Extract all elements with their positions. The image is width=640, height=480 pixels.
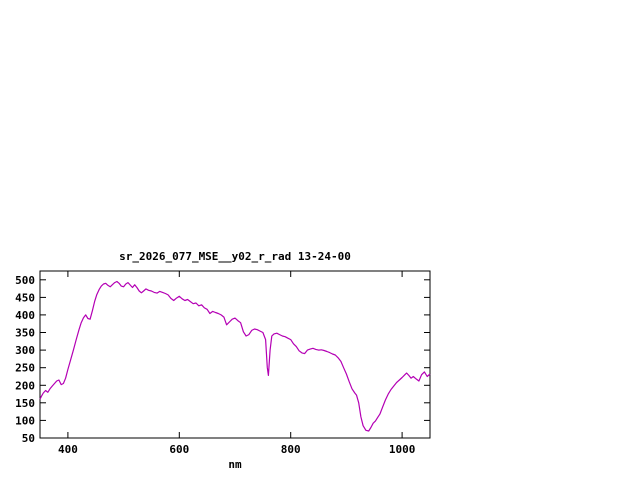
svg-text:600: 600 (169, 443, 189, 456)
svg-text:250: 250 (15, 362, 35, 375)
svg-text:500: 500 (15, 274, 35, 287)
svg-text:50: 50 (22, 432, 35, 445)
svg-text:450: 450 (15, 291, 35, 304)
svg-text:800: 800 (281, 443, 301, 456)
svg-text:150: 150 (15, 397, 35, 410)
chart-title: sr_2026_077_MSE__y02_r_rad 13-24-00 (119, 250, 351, 263)
svg-text:200: 200 (15, 379, 35, 392)
svg-text:300: 300 (15, 344, 35, 357)
svg-text:400: 400 (15, 309, 35, 322)
svg-text:400: 400 (58, 443, 78, 456)
svg-text:350: 350 (15, 327, 35, 340)
svg-text:100: 100 (15, 414, 35, 427)
x-axis-label: nm (228, 458, 242, 471)
svg-text:1000: 1000 (389, 443, 416, 456)
